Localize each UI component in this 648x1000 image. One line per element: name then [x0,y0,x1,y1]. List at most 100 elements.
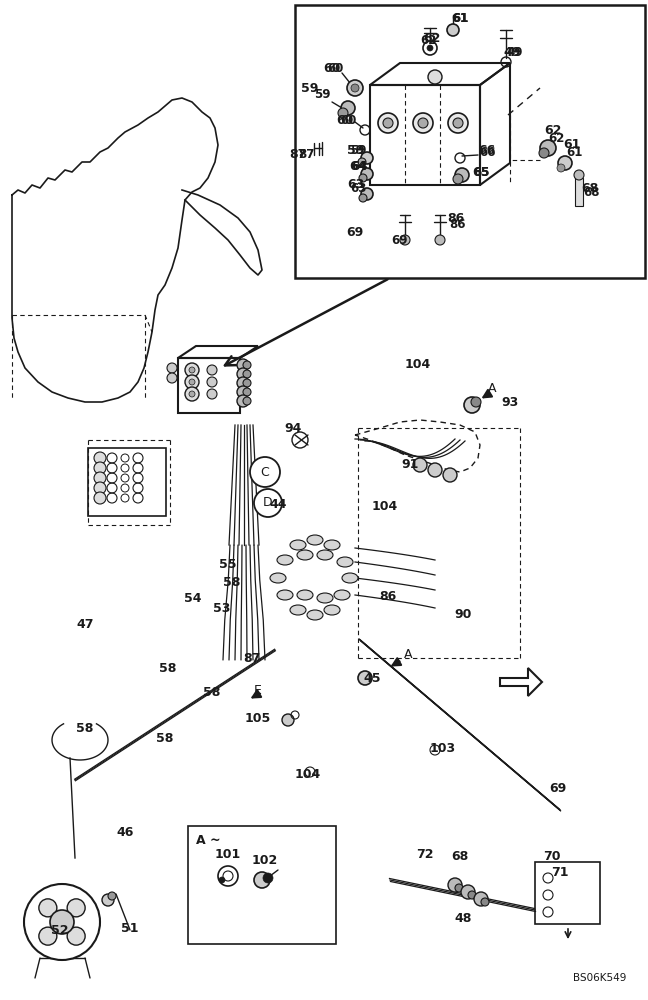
Ellipse shape [297,550,313,560]
Ellipse shape [277,555,293,565]
Text: 62: 62 [420,33,436,46]
Circle shape [254,489,282,517]
Text: 60: 60 [340,113,356,126]
Text: A ~: A ~ [196,834,220,846]
Circle shape [94,462,106,474]
Circle shape [67,899,85,917]
Ellipse shape [337,557,353,567]
Text: 44: 44 [270,498,287,512]
Text: 101: 101 [215,848,241,861]
Circle shape [189,379,195,385]
Text: 46: 46 [116,826,133,838]
Text: 64: 64 [349,159,367,172]
Text: 58: 58 [203,686,221,698]
Circle shape [24,884,100,960]
Text: 63: 63 [350,182,366,194]
Circle shape [453,118,463,128]
Circle shape [359,194,367,202]
Circle shape [428,70,442,84]
Circle shape [347,80,363,96]
Text: 93: 93 [502,396,518,410]
Text: 60: 60 [323,62,341,75]
Circle shape [237,377,249,389]
Text: 62: 62 [548,131,564,144]
Circle shape [455,884,463,892]
Text: E: E [254,684,262,696]
Text: 58: 58 [156,732,174,744]
Text: 103: 103 [430,742,456,754]
Circle shape [189,367,195,373]
Circle shape [237,386,249,398]
Text: 49: 49 [507,45,523,58]
Circle shape [237,368,249,380]
Text: 91: 91 [401,458,419,472]
Text: 69: 69 [392,233,408,246]
Text: 94: 94 [284,422,302,434]
Text: D: D [263,496,273,510]
Text: 68: 68 [584,186,600,198]
Circle shape [185,387,199,401]
Text: 61: 61 [563,138,581,151]
Text: 47: 47 [76,618,94,632]
Bar [575,178,583,206]
Circle shape [243,388,251,396]
Circle shape [39,927,57,945]
Circle shape [282,714,294,726]
Text: 65: 65 [473,166,489,180]
Text: 55: 55 [219,558,237,572]
Circle shape [574,170,584,180]
Circle shape [557,164,565,172]
Text: 68: 68 [452,850,469,863]
Circle shape [428,463,442,477]
Text: 49: 49 [503,45,521,58]
Text: 65: 65 [472,165,490,178]
Ellipse shape [342,573,358,583]
Polygon shape [500,668,542,696]
Circle shape [167,363,177,373]
Circle shape [474,892,488,906]
Circle shape [540,140,556,156]
Circle shape [361,152,373,164]
Circle shape [358,671,372,685]
Bar [370,85,480,185]
Circle shape [243,370,251,378]
Text: 59: 59 [347,143,365,156]
Circle shape [361,188,373,200]
Circle shape [427,45,433,51]
Circle shape [185,375,199,389]
Text: 66: 66 [479,145,495,158]
Circle shape [237,395,249,407]
Circle shape [254,872,270,888]
Text: 53: 53 [213,601,231,614]
Bar [88,448,166,516]
Text: 86: 86 [447,212,465,225]
Ellipse shape [324,540,340,550]
Text: 59: 59 [350,143,366,156]
Circle shape [558,156,572,170]
Bar [535,862,600,924]
Ellipse shape [317,550,333,560]
Text: 86: 86 [379,590,397,603]
Circle shape [250,457,280,487]
Circle shape [435,235,445,245]
Text: 87: 87 [289,148,307,161]
Circle shape [243,361,251,369]
Circle shape [539,148,549,158]
Circle shape [207,365,217,375]
Ellipse shape [307,610,323,620]
Circle shape [443,468,457,482]
Circle shape [189,391,195,397]
Circle shape [243,379,251,387]
Text: 64: 64 [352,160,368,174]
Text: 59: 59 [301,82,319,95]
Text: 59: 59 [314,89,330,102]
Circle shape [358,158,366,166]
Text: 68: 68 [581,182,599,194]
Text: 61: 61 [452,11,469,24]
Circle shape [413,113,433,133]
Text: A: A [488,381,496,394]
Text: 104: 104 [405,359,431,371]
Text: 54: 54 [184,591,202,604]
Text: 58: 58 [159,662,177,674]
Text: 102: 102 [252,854,278,866]
